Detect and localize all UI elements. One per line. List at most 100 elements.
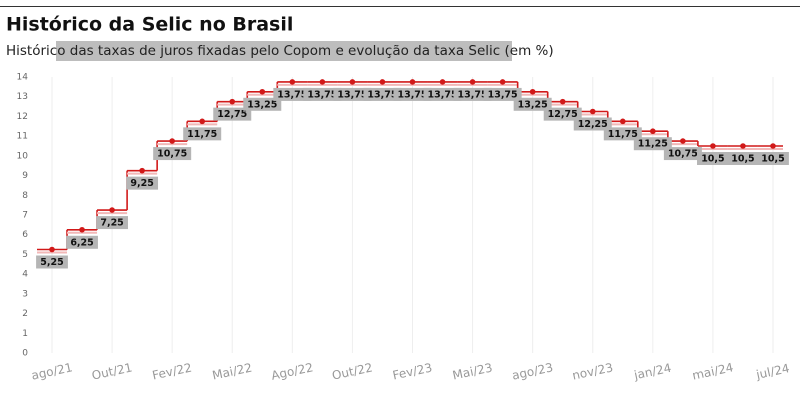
value-label: 13,25: [518, 99, 548, 110]
value-label: 7,25: [100, 218, 123, 229]
value-label-bg: [483, 87, 522, 101]
value-label-bg: [423, 87, 462, 101]
value-label: 13,75: [277, 89, 307, 100]
value-label-bg: [66, 235, 98, 249]
value-label: 10,75: [668, 149, 698, 160]
value-label-bg: [363, 87, 402, 101]
data-point: [619, 118, 626, 125]
value-label: 11,75: [608, 129, 638, 140]
y-tick-label: 1: [22, 329, 28, 339]
x-tick-label: Fev/22: [151, 361, 193, 383]
value-label-bg: [183, 127, 222, 141]
data-point: [680, 138, 686, 144]
x-tick-label: jan/24: [632, 361, 673, 383]
value-label-bg: [273, 87, 312, 101]
value-label-bg: [96, 216, 128, 230]
value-label-bg: [663, 147, 702, 161]
value-label-bg: [393, 87, 432, 101]
data-point: [770, 143, 776, 149]
data-point: [109, 207, 115, 213]
value-label: 10,5: [761, 154, 784, 165]
x-tick-label: nov/23: [571, 360, 614, 382]
value-label: 12,75: [217, 109, 247, 120]
value-label: 13,75: [428, 89, 458, 100]
x-tick-label: ago/21: [30, 360, 74, 382]
x-tick-label: Out/22: [331, 360, 374, 382]
data-point: [319, 79, 326, 85]
x-tick-label: ago/23: [511, 360, 555, 382]
value-label: 10,75: [157, 149, 187, 160]
y-tick-label: 3: [22, 289, 28, 299]
value-label: 11,25: [638, 139, 668, 150]
value-label-bg: [153, 147, 192, 161]
y-tick-label: 12: [17, 112, 28, 122]
value-label: 12,75: [548, 109, 578, 120]
data-point: [139, 167, 145, 174]
chart-title: Histórico da Selic no Brasil: [6, 14, 293, 36]
value-label: 13,75: [367, 89, 397, 100]
data-point: [199, 118, 206, 125]
data-point: [439, 79, 446, 85]
data-point: [529, 88, 536, 95]
data-point: [289, 79, 296, 85]
value-label: 13,75: [307, 89, 337, 100]
data-point: [650, 128, 656, 135]
value-label: 9,25: [130, 178, 153, 189]
value-label-bg: [697, 152, 729, 165]
x-tick-label: jul/24: [754, 361, 791, 382]
data-point: [710, 143, 716, 149]
value-label: 13,25: [247, 99, 277, 110]
y-tick-label: 5: [22, 250, 28, 260]
value-label: 10,5: [731, 154, 754, 165]
y-tick-label: 9: [22, 171, 28, 181]
value-label-bg: [213, 107, 252, 121]
value-label: 12,25: [578, 119, 608, 130]
value-label: 5,25: [40, 257, 63, 268]
value-label: 10,5: [701, 154, 724, 165]
value-label-bg: [453, 87, 492, 101]
data-point: [229, 98, 236, 105]
value-label-bg: [603, 127, 642, 141]
x-tick-label: Out/21: [90, 360, 133, 382]
data-point: [469, 79, 476, 85]
data-point: [499, 79, 506, 85]
value-label-bg: [573, 117, 612, 131]
value-label-bg: [757, 152, 789, 165]
data-point: [169, 138, 175, 144]
value-label: 11,75: [187, 129, 217, 140]
value-label-bg: [36, 255, 68, 269]
y-tick-label: 2: [22, 309, 28, 319]
x-tick-label: Mai/22: [211, 360, 253, 382]
data-point: [740, 143, 746, 149]
data-point: [49, 246, 55, 253]
value-label: 13,75: [458, 89, 488, 100]
x-tick-label: Ago/22: [270, 360, 314, 383]
value-label: 13,75: [488, 89, 518, 100]
y-tick-label: 14: [17, 73, 29, 83]
y-tick-label: 0: [22, 349, 28, 359]
value-label-bg: [126, 176, 159, 190]
data-point: [349, 79, 356, 85]
y-tick-label: 4: [22, 270, 28, 280]
data-point: [409, 79, 416, 85]
subtitle-highlight: [56, 41, 512, 61]
y-tick-label: 8: [22, 191, 28, 201]
data-point: [259, 88, 266, 95]
y-tick-label: 11: [17, 132, 28, 142]
data-point: [379, 79, 386, 85]
y-tick-label: 6: [22, 230, 28, 240]
value-label-bg: [333, 87, 372, 101]
data-point: [79, 226, 85, 233]
chart-subtitle: Histórico das taxas de juros fixadas pel…: [6, 43, 554, 59]
x-tick-label: Fev/23: [391, 361, 433, 383]
y-tick-label: 7: [22, 211, 28, 221]
value-label-bg: [727, 152, 759, 165]
value-label-bg: [243, 97, 282, 111]
data-point: [559, 98, 566, 105]
data-point: [589, 108, 596, 115]
value-label-bg: [633, 137, 672, 151]
y-tick-label: 13: [17, 92, 28, 102]
x-tick-label: Mai/23: [451, 360, 493, 382]
value-label: 13,75: [337, 89, 367, 100]
